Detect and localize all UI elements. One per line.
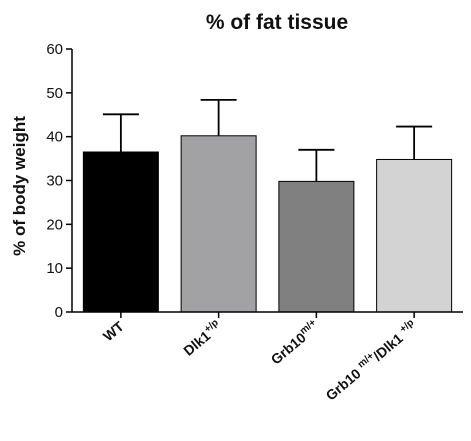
bar-1 [180, 135, 257, 313]
y-axis: 0 10 20 30 40 50 60 [46, 41, 73, 321]
y-axis-label: % of body weight [10, 116, 29, 256]
y-tick-label: 50 [46, 85, 63, 102]
category-label-2: Grb10m/+ [267, 317, 322, 367]
x-axis [72, 311, 463, 318]
bar-2 [278, 180, 355, 313]
category-label-0: WT [100, 318, 127, 345]
category-text: Grb10 [322, 363, 366, 404]
y-tick-label: 60 [46, 41, 63, 58]
y-tick-label: 20 [46, 216, 63, 233]
category-text: WT [100, 318, 127, 345]
y-tick-label: 10 [46, 260, 63, 277]
y-tick-label: 40 [46, 129, 63, 146]
category-label-1: Dlk1+/p [180, 317, 225, 359]
bar-0 [82, 151, 159, 313]
bars [82, 135, 453, 313]
chart-title: % of fat tissue [206, 11, 348, 34]
y-tick-label: 0 [55, 304, 63, 321]
category-label-3: Grb10 m/+/Dlk1 +/p [322, 317, 420, 403]
error-bars [102, 98, 433, 182]
y-tick-label: 30 [46, 173, 63, 190]
bar-3 [376, 158, 453, 313]
category-labels: WT Dlk1+/p Grb10m/+Grb10 m/+/Dlk1 +/p [100, 317, 420, 403]
